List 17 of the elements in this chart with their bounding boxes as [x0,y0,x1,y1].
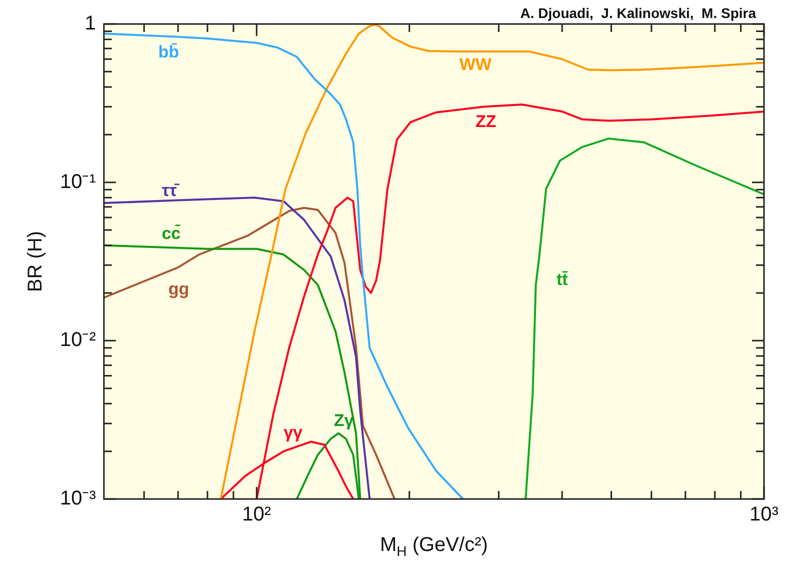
y-tick-label: 1 [84,12,96,35]
series-label: γγ [284,422,304,442]
series-label: cc̄ [162,224,181,243]
series-label: gg [168,279,190,298]
x-tick-label: 10² [242,504,272,526]
series-label: ττ̄ [162,180,180,200]
series-label: tt̄ [556,270,568,290]
y-tick-label: 10⁻³ [60,488,96,510]
text: A. Djouadi, J. Kalinowski, M. Spira [520,4,756,21]
y-tick-label: 10⁻² [60,329,96,352]
y-axis-title: BR (H) [24,230,47,292]
y-tick-label: 10⁻¹ [60,170,96,193]
series-label: bb̄ [158,42,180,62]
x-tick-label: 10³ [750,504,779,526]
series-label: ZZ [475,112,496,131]
series-label: Zγ [334,410,354,430]
series-label: WW [459,54,492,74]
